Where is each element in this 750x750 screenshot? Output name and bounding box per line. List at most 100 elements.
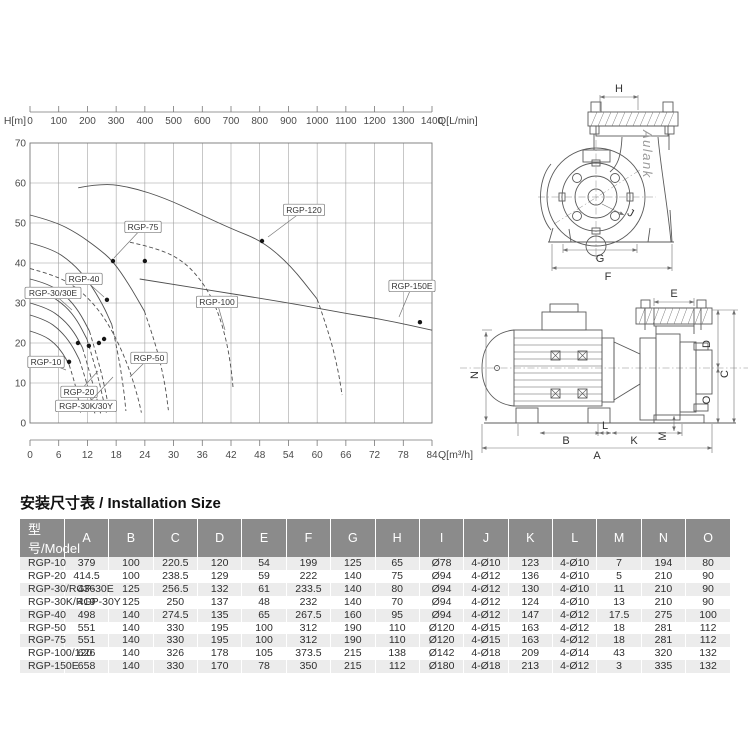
curve-label-RGP-30K/30Y: RGP-30K/30Y — [59, 401, 113, 411]
dim-cell: 213 — [507, 660, 553, 674]
dim-cell: 7 — [596, 557, 642, 570]
dim-cell: 215 — [330, 660, 375, 674]
axis-tick-label: 0 — [27, 450, 33, 461]
dim-cell: 125 — [330, 557, 375, 570]
table-row-RGP-75: RGP-75 551 140 330 195 100 312 190 110 Ø120 4-Ø15 1… — [20, 634, 730, 648]
axis-tick-label: 72 — [369, 450, 381, 461]
curve-label-RGP-75: RGP-75 — [128, 222, 159, 232]
dim-cell: 100 — [241, 634, 287, 648]
operating-point — [142, 258, 148, 264]
axis-tick-label: 30 — [168, 450, 180, 461]
axis-tick-label: 300 — [108, 116, 125, 127]
axis-tick-label: 36 — [197, 450, 209, 461]
curve-RGP-75 — [29, 214, 145, 312]
axis-tick-label: 70 — [15, 139, 27, 150]
left-axis-unit-label: H[m] — [4, 115, 26, 127]
axis-tick-label: 78 — [398, 450, 410, 461]
axis-tick-label: 50 — [15, 219, 27, 230]
curve-label-RGP-40: RGP-40 — [69, 274, 100, 284]
dim-cell: 135 — [196, 608, 242, 622]
dim-cell: 112 — [685, 634, 730, 648]
operating-point — [75, 340, 81, 346]
dim-cell: 105 — [241, 647, 287, 661]
bracket-plate — [639, 337, 657, 421]
bolt — [693, 342, 709, 351]
operating-point — [104, 297, 110, 302]
dim-cell: 658 — [63, 660, 109, 674]
dim-cell: 112 — [685, 621, 730, 635]
axis-tick-label: 200 — [79, 116, 96, 127]
column-header-C: C — [152, 519, 198, 557]
dim-cell: 4-Ø18 — [463, 660, 509, 674]
dim-cell: Ø94 — [418, 608, 464, 622]
dim-cell: 17.5 — [596, 608, 642, 622]
dim-cell: 312 — [285, 621, 331, 635]
dim-cell: 140 — [330, 595, 375, 609]
dim-cell: 4-Ø12 — [551, 634, 597, 648]
dim-cell: 419 — [63, 595, 109, 609]
dim-cell: 140 — [330, 569, 375, 583]
operating-point — [96, 340, 102, 346]
column-header-N: N — [640, 519, 686, 557]
table-row-RGP-10: RGP-10 379 100 220.5 120 54 199 125 65 Ø78 4-Ø10 12… — [20, 557, 730, 570]
dim-cell: 124 — [507, 595, 553, 609]
dim-cell: 65 — [241, 608, 287, 622]
dim-cell: 281 — [640, 634, 686, 648]
axis-tick-label: 1200 — [363, 116, 386, 127]
axis-tick-label: 800 — [251, 116, 268, 127]
dim-cell: 4-Ø12 — [551, 621, 597, 635]
axis-tick-label: 66 — [340, 450, 352, 461]
operating-point — [417, 320, 423, 325]
dim-cell: 195 — [196, 621, 242, 635]
dim-cell: 100 — [108, 569, 154, 583]
dim-cell: Ø94 — [418, 595, 464, 609]
axis-tick-label: 20 — [15, 339, 27, 350]
curve-label-box — [130, 351, 168, 365]
dim-label-J: J — [625, 207, 635, 220]
operating-point — [86, 343, 92, 348]
dim-cell: 136 — [507, 569, 553, 583]
foot — [587, 407, 611, 424]
table-header: 型号/Model A B C D E F G H I J K L M N O — [20, 519, 730, 557]
dim-label-K: K — [630, 435, 638, 447]
dim-cell: 11 — [596, 582, 642, 596]
dim-cell: 275 — [640, 608, 686, 622]
performance-chart: 0 100 200 300 400 500 600 700 800 900 1000 1100 1200… — [4, 106, 478, 461]
dim-label-N: N — [469, 371, 481, 379]
dim-cell: 4-Ø12 — [463, 595, 509, 609]
operating-point — [66, 359, 72, 364]
column-header-L: L — [551, 519, 597, 557]
dim-cell: 551 — [63, 634, 109, 648]
dim-cell: 110 — [374, 621, 420, 635]
dim-cell: 222 — [285, 569, 331, 583]
dim-cell: Ø120 — [418, 621, 464, 635]
axis-tick-label: 30 — [15, 299, 27, 310]
axis-tick-label: 1000 — [306, 116, 329, 127]
column-header-M: M — [596, 519, 642, 557]
curve-label-RGP-20: RGP-20 — [64, 387, 95, 397]
column-header-F: F — [285, 519, 331, 557]
axis-tick-label: 48 — [254, 450, 266, 461]
curve-label-box — [388, 279, 436, 293]
casing — [655, 333, 681, 421]
dim-cell: 138 — [374, 647, 420, 661]
dim-cell: 125 — [108, 582, 154, 596]
column-header-H: H — [374, 519, 420, 557]
dim-cell: 78 — [241, 660, 287, 674]
column-header-E: E — [241, 519, 287, 557]
dim-cell: 163 — [507, 634, 553, 648]
dim-cell: 125 — [108, 595, 154, 609]
dim-cell: 267.5 — [285, 608, 331, 622]
axis-tick-label: 700 — [223, 116, 240, 127]
dim-cell: 626 — [63, 647, 109, 661]
volute-outer-circle — [546, 147, 646, 247]
model-cell: RGP-30K/RGP-30Y — [28, 595, 121, 608]
dim-cell: 120 — [196, 557, 242, 570]
top-axis-unit-label: Q[L/min] — [438, 115, 478, 127]
dim-cell: 233.5 — [285, 582, 331, 596]
dim-cell: 4-Ø15 — [463, 634, 509, 648]
dim-cell: 4-Ø18 — [463, 647, 509, 661]
dim-label-E: E — [670, 288, 677, 300]
axis-tick-label: 40 — [15, 259, 27, 270]
